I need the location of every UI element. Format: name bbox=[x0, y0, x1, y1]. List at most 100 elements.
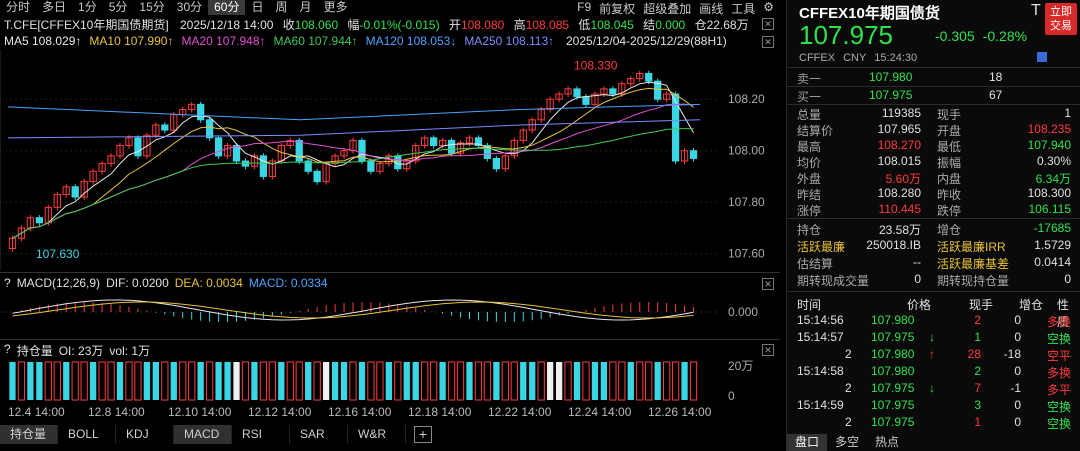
tool-button[interactable]: 工具 bbox=[731, 2, 756, 16]
stat-label: 增仓 bbox=[937, 223, 962, 237]
period-tab[interactable]: 更多 bbox=[323, 0, 348, 14]
ma-line bbox=[12, 81, 694, 239]
stat-row: 昨结 108.280 昨收 108.300 bbox=[797, 186, 1071, 202]
oi-bar bbox=[681, 362, 688, 400]
tick-time: 2 bbox=[845, 347, 852, 361]
indicator-tab[interactable]: RSI bbox=[232, 425, 290, 444]
max-price-label: 108.330 bbox=[574, 59, 618, 73]
candle bbox=[519, 129, 527, 141]
candle bbox=[680, 150, 689, 162]
oi-bar bbox=[322, 362, 330, 400]
divider bbox=[787, 104, 1080, 105]
divider bbox=[787, 218, 1080, 219]
quote-tab[interactable]: 多空 bbox=[835, 435, 860, 449]
oi-bars bbox=[9, 361, 698, 401]
oi-bar bbox=[618, 361, 626, 401]
stat-row: 活跃最廉 250018.IB 活跃最廉IRR 1.5729 bbox=[797, 238, 1071, 254]
tick-header-cell: 时间 bbox=[797, 298, 822, 312]
quote-meta: CFFEX CNY 15:24:30 bbox=[799, 52, 918, 64]
tool-button[interactable]: 画线 bbox=[699, 2, 724, 16]
t-button[interactable]: T bbox=[1031, 2, 1041, 19]
indicator-tab[interactable]: MACD bbox=[174, 425, 232, 444]
tick-type: 空换 bbox=[1046, 400, 1071, 414]
indicator-tabs: 持仓量 BOLL KDJ MACD RSI SAR W&R + bbox=[0, 425, 780, 445]
edit-icon[interactable] bbox=[1037, 52, 1047, 62]
oi-bar bbox=[233, 362, 240, 400]
quote-tab[interactable]: 热点 bbox=[875, 435, 900, 449]
indicator-tab[interactable]: SAR bbox=[290, 425, 348, 444]
period-tab[interactable]: 5分 bbox=[108, 0, 128, 14]
ma-label: MA60 107.944↑ bbox=[273, 34, 358, 48]
period-tab[interactable]: 60分 bbox=[208, 0, 246, 15]
stat-value: 6.34万 bbox=[1035, 172, 1071, 186]
period-tab[interactable]: 1分 bbox=[78, 0, 97, 14]
arrow-down-icon: ↓ bbox=[929, 330, 935, 344]
period-tab[interactable]: 分时 bbox=[6, 0, 31, 14]
indicator-tab[interactable]: BOLL bbox=[58, 425, 116, 444]
tool-button[interactable]: 前复权 bbox=[599, 2, 636, 16]
candle bbox=[71, 186, 79, 198]
period-tab[interactable]: 月 bbox=[299, 0, 312, 14]
candle bbox=[197, 103, 205, 121]
candle bbox=[663, 93, 671, 100]
stat-label: 外盘 bbox=[797, 172, 822, 186]
oi-bar bbox=[627, 362, 634, 400]
stat-label: 昨结 bbox=[797, 188, 822, 202]
close-icon[interactable]: ✕ bbox=[762, 278, 774, 290]
period-tab[interactable]: 日 bbox=[251, 0, 264, 14]
oi-bar bbox=[671, 361, 680, 401]
ma-label: MA20 107.948↑ bbox=[181, 34, 266, 48]
indicator-tab[interactable]: KDJ bbox=[116, 425, 174, 444]
period-tab[interactable]: 多日 bbox=[42, 0, 67, 14]
close-icon[interactable]: ✕ bbox=[762, 36, 774, 48]
period-tab[interactable]: 周 bbox=[275, 0, 288, 14]
tool-button[interactable]: 超级叠加 bbox=[643, 2, 692, 16]
time-axis-label: 12.16 14:00 bbox=[328, 405, 392, 419]
bar-date: 2025/12/18 14:00 bbox=[180, 18, 274, 32]
trade-button[interactable]: 立即交易 bbox=[1045, 3, 1077, 35]
gear-icon[interactable]: ⚙ bbox=[763, 0, 774, 14]
ask-row: 卖一 107.980 18 bbox=[797, 70, 1003, 86]
tick-row: 2 107.980 ↑ 28 -18 空平 bbox=[797, 347, 1071, 363]
quote-tab[interactable]: 盘口 bbox=[787, 434, 828, 451]
oi-bar bbox=[89, 362, 97, 400]
tick-oi-change: 0 bbox=[1014, 398, 1021, 412]
tick-price: 107.980 bbox=[871, 364, 915, 378]
candle bbox=[645, 72, 653, 82]
ma-label: MA10 107.990↑ bbox=[89, 34, 174, 48]
oi-chart[interactable]: 20万 0 bbox=[0, 356, 780, 404]
kline-chart[interactable]: 108.20 108.00 107.80 107.60 108.330 107.630 bbox=[0, 50, 780, 270]
stat-row: 涨停 110.445 跌停 106.115 bbox=[797, 202, 1071, 218]
divider bbox=[787, 291, 1080, 292]
time-axis: 12.4 14:00 12.8 14:00 12.10 14:00 12.12 14:… bbox=[0, 405, 780, 421]
oi-bar bbox=[36, 362, 43, 400]
period-tab[interactable]: 30分 bbox=[176, 0, 203, 14]
stat-value: 0 bbox=[1064, 272, 1071, 286]
tool-button[interactable]: F9 bbox=[577, 0, 592, 14]
stat-row: 均价 108.015 振幅 0.30% bbox=[797, 154, 1071, 170]
period-tab[interactable]: 15分 bbox=[139, 0, 165, 14]
oi-bar bbox=[447, 361, 456, 401]
oi-bar bbox=[331, 362, 339, 400]
stat-value: 107.940 bbox=[1027, 138, 1071, 152]
tick-type: 空换 bbox=[1046, 417, 1071, 431]
tick-row: 15:14:59 107.975 3 0 空换 bbox=[797, 398, 1071, 414]
tick-oi-change: 0 bbox=[1014, 313, 1021, 327]
oi-bar bbox=[474, 361, 483, 401]
oi-axis-label: 0 bbox=[728, 389, 735, 403]
oi-bar bbox=[98, 361, 106, 401]
tick-price: 107.975 bbox=[871, 381, 915, 395]
candle bbox=[492, 157, 501, 170]
stat-label: 估结算 bbox=[797, 257, 834, 271]
oi-bar bbox=[537, 361, 545, 401]
close-icon[interactable]: ✕ bbox=[762, 344, 774, 356]
close-icon[interactable]: ✕ bbox=[762, 18, 774, 30]
oi-bar bbox=[430, 361, 438, 401]
tick-row: 15:14:58 107.980 2 0 多换 bbox=[797, 364, 1071, 380]
indicator-tab[interactable]: 持仓量 bbox=[0, 425, 58, 444]
indicator-tab[interactable]: W&R bbox=[348, 425, 406, 444]
add-indicator-button[interactable]: + bbox=[414, 426, 432, 443]
oi-bar bbox=[663, 361, 671, 401]
date-range: 2025/12/04-2025/12/29(88H1) bbox=[566, 34, 727, 48]
macd-chart[interactable]: 0.000 bbox=[0, 290, 780, 338]
